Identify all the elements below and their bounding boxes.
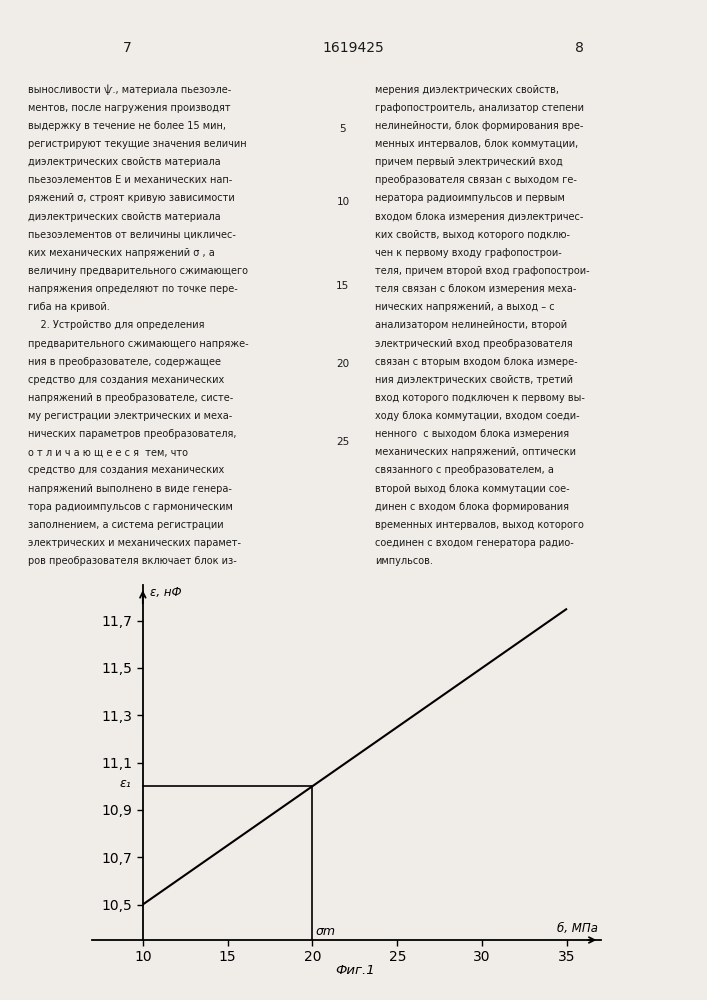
Text: му регистрации электрических и меха-: му регистрации электрических и меха- <box>28 411 233 421</box>
Text: ких свойств, выход которого подклю-: ких свойств, выход которого подклю- <box>375 230 570 240</box>
Text: выносливости ѱ., материала пьезоэле-: выносливости ѱ., материала пьезоэле- <box>28 85 231 95</box>
Text: 8: 8 <box>575 40 584 54</box>
Text: графопостроитель, анализатор степени: графопостроитель, анализатор степени <box>375 103 584 113</box>
Text: импульсов.: импульсов. <box>375 556 433 566</box>
Text: диэлектрических свойств материала: диэлектрических свойств материала <box>28 212 221 222</box>
Text: нератора радиоимпульсов и первым: нератора радиоимпульсов и первым <box>375 193 565 203</box>
Text: ров преобразователя включает блок из-: ров преобразователя включает блок из- <box>28 556 237 566</box>
Text: напряжений выполнено в виде генера-: напряжений выполнено в виде генера- <box>28 484 232 494</box>
Text: величину предварительного сжимающего: величину предварительного сжимающего <box>28 266 248 276</box>
Text: ε₁: ε₁ <box>119 777 131 790</box>
Text: ния диэлектрических свойств, третий: ния диэлектрических свойств, третий <box>375 375 573 385</box>
Text: 20: 20 <box>337 359 349 369</box>
Text: электрических и механических парамет-: электрических и механических парамет- <box>28 538 241 548</box>
Text: пьезоэлементов от величины цикличес-: пьезоэлементов от величины цикличес- <box>28 230 236 240</box>
Text: менных интервалов, блок коммутации,: менных интервалов, блок коммутации, <box>375 139 578 149</box>
Text: средство для создания механических: средство для создания механических <box>28 465 225 475</box>
Text: заполнением, а система регистрации: заполнением, а система регистрации <box>28 520 224 530</box>
Text: 25: 25 <box>337 437 349 447</box>
Text: динен с входом блока формирования: динен с входом блока формирования <box>375 502 568 512</box>
Text: электрический вход преобразователя: электрический вход преобразователя <box>375 339 573 349</box>
Text: 10: 10 <box>337 197 349 207</box>
Text: нелинейности, блок формирования вре-: нелинейности, блок формирования вре- <box>375 121 583 131</box>
Text: регистрируют текущие значения величин: регистрируют текущие значения величин <box>28 139 247 149</box>
Text: предварительного сжимающего напряже-: предварительного сжимающего напряже- <box>28 339 249 349</box>
Text: пьезоэлементов Е и механических нап-: пьезоэлементов Е и механических нап- <box>28 175 233 185</box>
Text: средство для создания механических: средство для создания механических <box>28 375 225 385</box>
Text: соединен с входом генератора радио-: соединен с входом генератора радио- <box>375 538 573 548</box>
Text: ε, нФ: ε, нФ <box>150 586 181 599</box>
Text: мерения диэлектрических свойств,: мерения диэлектрических свойств, <box>375 85 559 95</box>
Text: анализатором нелинейности, второй: анализатором нелинейности, второй <box>375 320 567 330</box>
Text: преобразователя связан с выходом ге-: преобразователя связан с выходом ге- <box>375 175 577 185</box>
Text: нических напряжений, а выход – с: нических напряжений, а выход – с <box>375 302 554 312</box>
Text: 15: 15 <box>337 281 349 291</box>
Text: механических напряжений, оптически: механических напряжений, оптически <box>375 447 575 457</box>
Text: нических параметров преобразователя,: нических параметров преобразователя, <box>28 429 237 439</box>
Text: ряжений σ, строят кривую зависимости: ряжений σ, строят кривую зависимости <box>28 193 235 203</box>
Text: ходу блока коммутации, входом соеди-: ходу блока коммутации, входом соеди- <box>375 411 579 421</box>
Text: Фиг.1: Фиг.1 <box>335 964 375 977</box>
Text: второй выход блока коммутации сое-: второй выход блока коммутации сое- <box>375 484 569 494</box>
Text: σm: σm <box>316 925 336 938</box>
Text: диэлектрических свойств материала: диэлектрических свойств материала <box>28 157 221 167</box>
Text: связан с вторым входом блока измере-: связан с вторым входом блока измере- <box>375 357 578 367</box>
Text: ния в преобразователе, содержащее: ния в преобразователе, содержащее <box>28 357 221 367</box>
Text: тора радиоимпульсов с гармоническим: тора радиоимпульсов с гармоническим <box>28 502 233 512</box>
Text: выдержку в течение не более 15 мин,: выдержку в течение не более 15 мин, <box>28 121 226 131</box>
Text: причем первый электрический вход: причем первый электрический вход <box>375 157 563 167</box>
Text: 5: 5 <box>339 124 346 134</box>
Text: ненного  с выходом блока измерения: ненного с выходом блока измерения <box>375 429 569 439</box>
Text: теля связан с блоком измерения меха-: теля связан с блоком измерения меха- <box>375 284 576 294</box>
Text: гиба на кривой.: гиба на кривой. <box>28 302 110 312</box>
Text: 2. Устройство для определения: 2. Устройство для определения <box>28 320 205 330</box>
Text: 7: 7 <box>123 40 132 54</box>
Text: ких механических напряжений σ , а: ких механических напряжений σ , а <box>28 248 215 258</box>
Text: о т л и ч а ю щ е е с я  тем, что: о т л и ч а ю щ е е с я тем, что <box>28 447 188 457</box>
Text: связанного с преобразователем, а: связанного с преобразователем, а <box>375 465 554 475</box>
Text: входом блока измерения диэлектричес-: входом блока измерения диэлектричес- <box>375 212 583 222</box>
Text: вход которого подключен к первому вы-: вход которого подключен к первому вы- <box>375 393 585 403</box>
Text: напряжения определяют по точке пере-: напряжения определяют по точке пере- <box>28 284 238 294</box>
Text: 1619425: 1619425 <box>322 40 385 54</box>
Text: временных интервалов, выход которого: временных интервалов, выход которого <box>375 520 583 530</box>
Text: напряжений в преобразователе, систе-: напряжений в преобразователе, систе- <box>28 393 233 403</box>
Text: б, МПа: б, МПа <box>557 922 598 935</box>
Text: теля, причем второй вход графопострои-: теля, причем второй вход графопострои- <box>375 266 590 276</box>
Text: чен к первому входу графопострои-: чен к первому входу графопострои- <box>375 248 561 258</box>
Text: ментов, после нагружения производят: ментов, после нагружения производят <box>28 103 231 113</box>
